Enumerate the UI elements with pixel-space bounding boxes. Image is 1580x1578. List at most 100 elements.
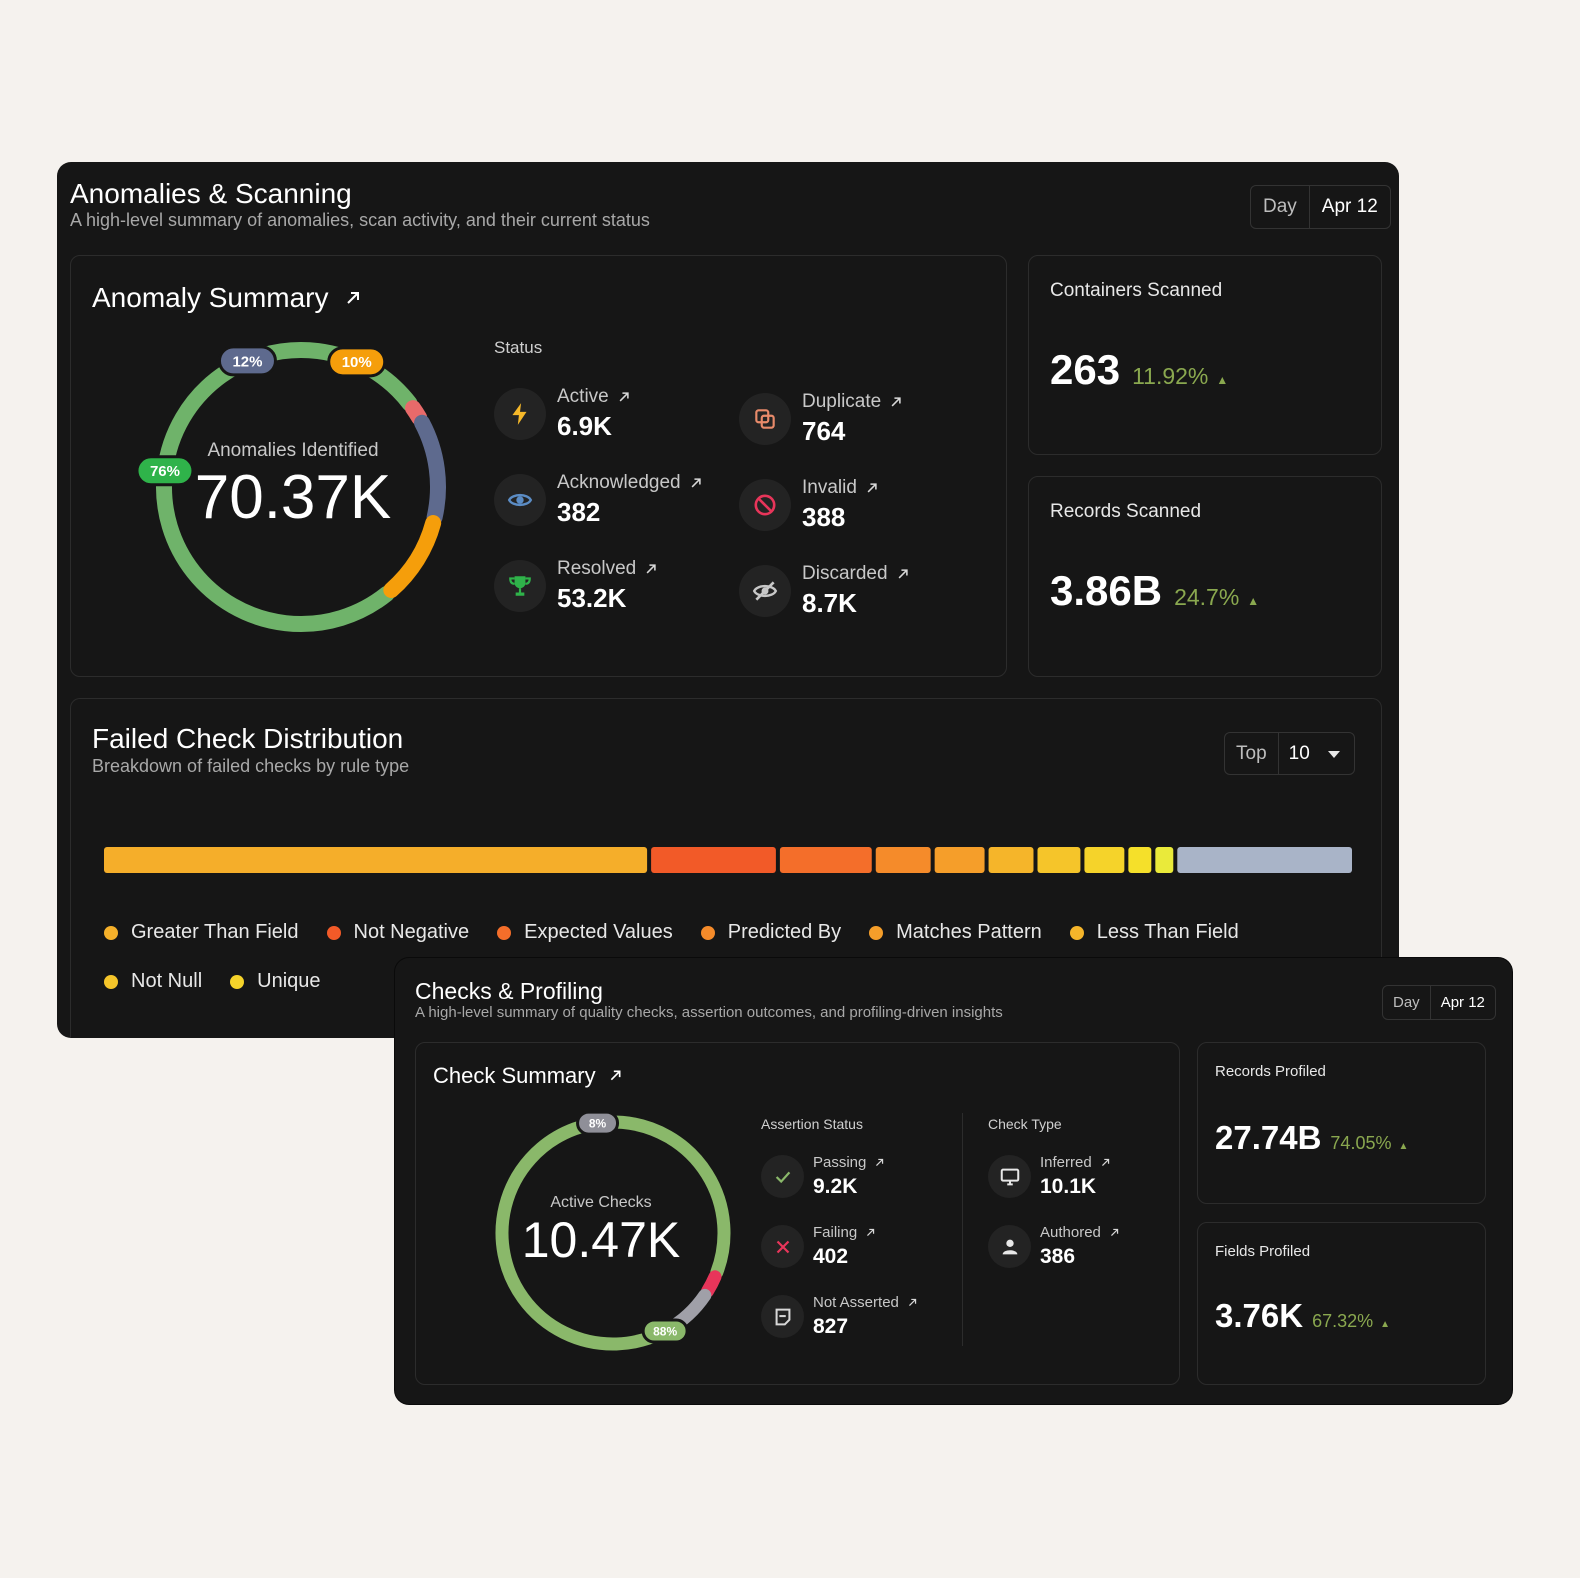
bar-segment[interactable] xyxy=(1177,847,1352,873)
period-label[interactable]: Day xyxy=(1263,196,1297,217)
stat-label[interactable]: Failing xyxy=(813,1224,858,1241)
stat-value: 764 xyxy=(802,416,846,446)
stat-label[interactable]: Acknowledged xyxy=(557,472,681,493)
arrow-up-right-icon[interactable] xyxy=(907,1297,918,1308)
stat-label[interactable]: Invalid xyxy=(802,477,857,498)
trophy-icon xyxy=(494,560,546,612)
bar-segment[interactable] xyxy=(779,847,872,873)
arrow-up-right-icon[interactable] xyxy=(865,1227,876,1238)
legend-dot-icon xyxy=(104,925,118,940)
arrow-up-right-icon[interactable] xyxy=(1109,1227,1120,1238)
status-item-failing[interactable]: Failing 402 xyxy=(761,1224,876,1269)
arrow-up-right-icon[interactable] xyxy=(889,395,903,409)
anomaly-donut-chart: 76% 12% 10% xyxy=(135,342,446,632)
bar-segment[interactable] xyxy=(875,847,931,873)
stat-label[interactable]: Passing xyxy=(813,1154,867,1171)
legend-label: Not Null xyxy=(131,970,203,992)
donut-segment[interactable] xyxy=(495,1115,731,1351)
status-item-active[interactable]: Active 6.9K xyxy=(494,386,631,442)
chevron-down-icon[interactable] xyxy=(1320,743,1354,765)
panel-subtitle: A high-level summary of quality checks, … xyxy=(415,1004,1003,1021)
status-item-inferred[interactable]: Inferred 10.1K xyxy=(988,1154,1111,1199)
column-divider xyxy=(962,1113,963,1346)
legend-item[interactable]: Less Than Field xyxy=(1069,908,1239,957)
arrow-up-right-icon[interactable] xyxy=(644,562,658,576)
legend-dot-icon xyxy=(326,925,341,940)
status-item-invalid[interactable]: Invalid 388 xyxy=(739,477,879,533)
check-donut-chart: 88% 8% xyxy=(495,1110,731,1351)
records-profiled-value-row: 27.74B 74.05% ▲ xyxy=(1215,1119,1408,1157)
panel-title: Anomalies & Scanning xyxy=(70,178,352,209)
legend-item[interactable]: Predicted By xyxy=(700,908,841,957)
legend-item[interactable]: Unique xyxy=(230,957,321,1006)
donut-value: 10.47K xyxy=(521,1212,681,1268)
card-title: Records Scanned xyxy=(1050,501,1202,522)
top-value[interactable]: 10 xyxy=(1288,742,1310,764)
period-selector[interactable]: Day Apr 12 xyxy=(1382,985,1496,1020)
donut-segment[interactable] xyxy=(700,1270,722,1298)
period-label[interactable]: Day xyxy=(1393,994,1420,1011)
bar-segment[interactable] xyxy=(651,847,776,873)
stat-value: 827 xyxy=(813,1315,849,1338)
fields-profiled-card: Fields Profiled 3.76K 67.32% ▲ xyxy=(1197,1222,1486,1385)
legend-item[interactable]: Not Null xyxy=(104,957,202,1006)
legend-dot-icon xyxy=(497,925,512,940)
status-item-duplicate[interactable]: Duplicate 764 xyxy=(739,391,903,447)
metric-value: 263 xyxy=(1050,346,1121,393)
date-label[interactable]: Apr 12 xyxy=(1321,196,1378,217)
records-scanned-card: Records Scanned 3.86B 24.7% ▲ xyxy=(1028,476,1382,677)
bar-segment[interactable] xyxy=(1155,847,1174,873)
stat-label[interactable]: Authored xyxy=(1040,1224,1101,1241)
status-item-not-asserted[interactable]: Not Asserted 827 xyxy=(761,1294,918,1339)
stat-label[interactable]: Duplicate xyxy=(802,391,882,412)
stat-label[interactable]: Inferred xyxy=(1040,1154,1092,1171)
period-selector[interactable]: Day Apr 12 xyxy=(1250,185,1391,229)
status-item-authored[interactable]: Authored 386 xyxy=(988,1224,1120,1269)
arrow-up-right-icon[interactable] xyxy=(617,390,631,404)
arrow-up-right-icon[interactable] xyxy=(1100,1157,1111,1168)
bar-segment[interactable] xyxy=(1037,847,1081,873)
status-item-passing[interactable]: Passing 9.2K xyxy=(761,1154,885,1199)
bar-segment[interactable] xyxy=(1128,847,1152,873)
arrow-up-right-icon[interactable] xyxy=(344,282,362,314)
bar-segment[interactable] xyxy=(988,847,1034,873)
date-label[interactable]: Apr 12 xyxy=(1440,994,1485,1011)
stat-label[interactable]: Active xyxy=(557,386,609,407)
bar-segment[interactable] xyxy=(1084,847,1125,873)
stat-label[interactable]: Not Asserted xyxy=(813,1294,899,1311)
top-n-selector[interactable]: Top 10 xyxy=(1224,732,1355,775)
records-value-row: 3.86B 24.7% ▲ xyxy=(1050,567,1259,615)
donut-segment[interactable] xyxy=(414,414,446,526)
legend-item[interactable]: Not Negative xyxy=(326,908,469,957)
stat-label[interactable]: Resolved xyxy=(557,558,637,579)
status-item-acknowledged[interactable]: Acknowledged 382 xyxy=(494,472,703,528)
check-summary-title[interactable]: Check Summary xyxy=(433,1063,623,1089)
panel-title: Checks & Profiling xyxy=(415,978,603,1004)
stat-label[interactable]: Discarded xyxy=(802,563,888,584)
status-item-resolved[interactable]: Resolved 53.2K xyxy=(494,558,658,614)
donut-percent-label: 10% xyxy=(342,354,372,371)
arrow-up-right-icon[interactable] xyxy=(896,567,910,581)
arrow-up-right-icon[interactable] xyxy=(608,1063,623,1089)
check-type-heading: Check Type xyxy=(988,1116,1062,1132)
arrow-up-right-icon[interactable] xyxy=(689,476,703,490)
anomaly-summary-card: Anomaly Summary 76% 12% 10% Anomalies Iden… xyxy=(70,255,1007,677)
donut-segment[interactable] xyxy=(383,515,442,599)
anomaly-summary-title[interactable]: Anomaly Summary xyxy=(92,282,362,314)
legend-item[interactable]: Matches Pattern xyxy=(869,908,1042,957)
arrow-up-right-icon[interactable] xyxy=(865,481,879,495)
legend-item[interactable]: Greater Than Field xyxy=(104,908,299,957)
donut-percent-pill: 10% xyxy=(327,346,387,378)
legend-item[interactable]: Expected Values xyxy=(497,908,673,957)
bar-segment[interactable] xyxy=(104,847,648,873)
anomalies-scanning-panel: Anomalies & Scanning A high-level summar… xyxy=(57,162,1399,1038)
arrow-up-right-icon[interactable] xyxy=(874,1157,885,1168)
legend-label: Matches Pattern xyxy=(896,921,1042,943)
bar-segment[interactable] xyxy=(934,847,985,873)
metric-value: 27.74B xyxy=(1215,1119,1322,1156)
donut-label: Anomalies Identified xyxy=(207,440,379,461)
top-label[interactable]: Top xyxy=(1236,742,1267,764)
status-item-discarded[interactable]: Discarded 8.7K xyxy=(739,563,910,619)
donut-percent-pill: 88% xyxy=(641,1318,689,1344)
donut-value: 70.37K xyxy=(194,463,392,532)
